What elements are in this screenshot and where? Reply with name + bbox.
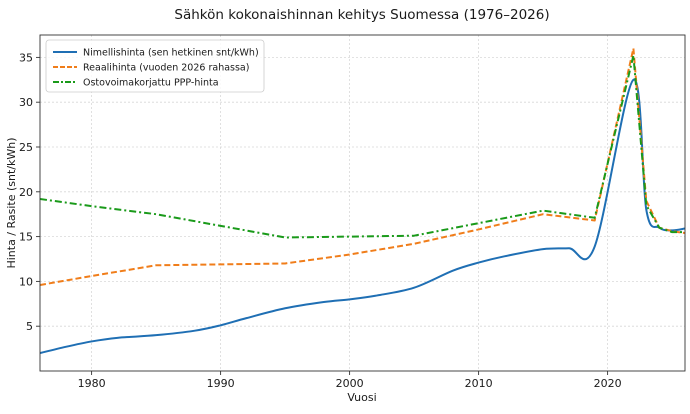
series-line-1 (40, 78, 685, 355)
legend: Nimellishinta (sen hetkinen snt/kWh) Reaa… (45, 39, 265, 93)
plot-area-frame (39, 34, 686, 372)
y-tick-label: 30 (19, 96, 33, 109)
y-tick-label: 10 (19, 275, 33, 288)
series-lines (40, 47, 685, 355)
legend-box (45, 39, 265, 93)
legend-label-2: Reaalihinta (vuoden 2026 rahassa) (83, 63, 249, 74)
y-tick-label: 25 (19, 141, 33, 154)
x-tick-label: 2010 (465, 377, 493, 390)
series-line-2 (40, 47, 685, 286)
y-tick-label: 20 (19, 186, 33, 199)
chart-title: Sähkön kokonaishinnan kehitys Suomessa (… (174, 7, 549, 23)
legend-label-1: Nimellishinta (sen hetkinen snt/kWh) (83, 48, 259, 59)
legend-label-3: Ostovoimakorjattu PPP-hinta (83, 78, 219, 89)
series-line-3 (40, 54, 685, 239)
x-tick-label: 2000 (336, 377, 364, 390)
y-tick-label: 5 (26, 320, 33, 333)
y-tick-label: 35 (19, 51, 33, 64)
axis-ticks: 1980 1990 2000 2010 2020 5 10 15 20 25 30 35 (19, 51, 622, 390)
x-axis-label: Vuosi (347, 391, 376, 404)
x-tick-label: 2020 (594, 377, 622, 390)
y-axis-label: Hinta / Rasite (snt/kWh) (5, 137, 18, 268)
x-tick-label: 1980 (78, 377, 106, 390)
x-tick-label: 1990 (207, 377, 235, 390)
y-tick-label: 15 (19, 231, 33, 244)
